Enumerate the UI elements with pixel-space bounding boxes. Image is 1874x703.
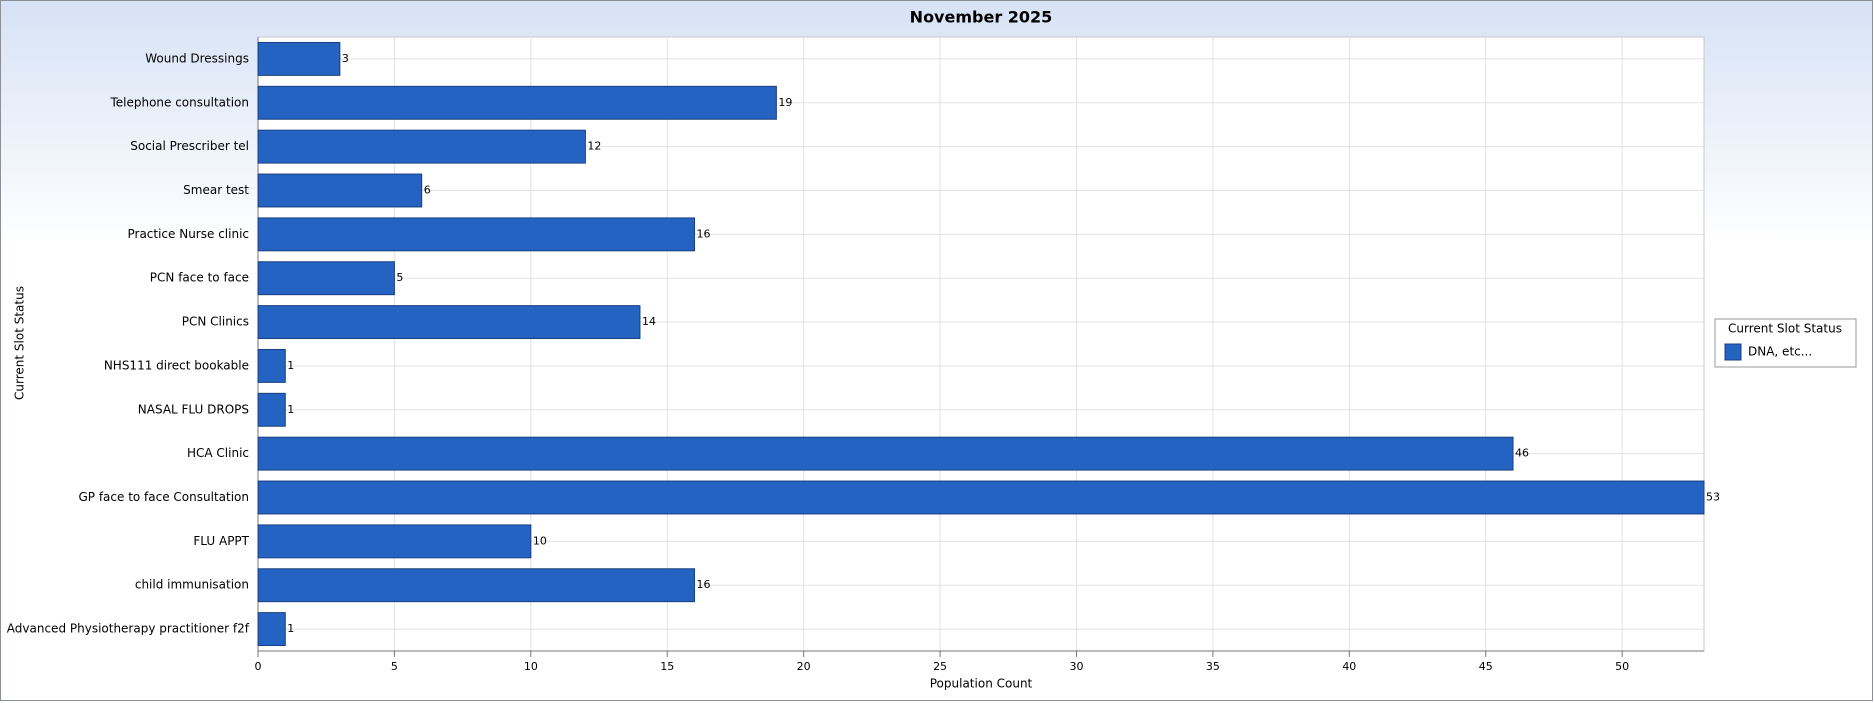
x-tick-label: 0 (255, 660, 262, 673)
y-tick-label: NASAL FLU DROPS (138, 402, 249, 416)
bar (257, 173, 423, 208)
y-axis-label: Current Slot Status (13, 286, 27, 400)
bar (257, 436, 1514, 471)
x-tick-label: 45 (1479, 660, 1493, 673)
x-tick-label: 20 (797, 660, 811, 673)
legend-swatch (1724, 343, 1742, 361)
data-label: 14 (642, 315, 656, 328)
legend-title: Current Slot Status (1728, 322, 1842, 336)
bar (257, 568, 696, 603)
x-tick-label: 15 (660, 660, 674, 673)
y-tick-label: HCA Clinic (187, 446, 249, 460)
x-tick-label: 5 (391, 660, 398, 673)
y-tick-label: FLU APPT (193, 534, 249, 548)
y-tick-label: child immunisation (135, 578, 249, 592)
bar (257, 305, 641, 340)
data-label: 19 (778, 96, 792, 109)
bar (257, 85, 777, 120)
data-label: 16 (697, 578, 711, 591)
data-label: 6 (424, 184, 431, 197)
bar (257, 261, 395, 296)
x-tick-label: 10 (524, 660, 538, 673)
legend-label: DNA, etc... (1748, 345, 1812, 359)
y-tick-label: NHS111 direct bookable (104, 358, 249, 372)
data-label: 10 (533, 534, 547, 547)
chart-title: November 2025 (910, 8, 1053, 27)
y-tick-label: Wound Dressings (145, 51, 249, 65)
x-axis-label: Population Count (930, 677, 1033, 691)
data-label: 53 (1706, 491, 1720, 504)
data-label: 16 (697, 227, 711, 240)
data-label: 1 (287, 403, 294, 416)
x-tick-label: 50 (1615, 660, 1629, 673)
bar (257, 612, 286, 647)
bar (257, 129, 586, 164)
y-tick-label: PCN Clinics (182, 315, 249, 329)
x-tick-label: 40 (1342, 660, 1356, 673)
data-label: 5 (396, 271, 403, 284)
x-tick-label: 25 (933, 660, 947, 673)
y-tick-label: PCN face to face (150, 271, 249, 285)
x-tick-label: 30 (1069, 660, 1083, 673)
data-label: 12 (587, 140, 601, 153)
y-tick-label: Smear test (183, 183, 249, 197)
bar (257, 524, 532, 559)
y-tick-label: Social Prescriber tel (130, 139, 249, 153)
x-tick-label: 35 (1206, 660, 1220, 673)
y-tick-label: Advanced Physiotherapy practitioner f2f (7, 622, 250, 636)
bar (257, 348, 286, 383)
bar (257, 41, 341, 76)
data-label: 1 (287, 359, 294, 372)
bar (257, 392, 286, 427)
data-label: 46 (1515, 447, 1529, 460)
bar (257, 480, 1705, 515)
bar (257, 217, 696, 252)
y-tick-label: GP face to face Consultation (78, 490, 249, 504)
data-label: 3 (342, 52, 349, 65)
data-label: 1 (287, 622, 294, 635)
y-tick-label: Telephone consultation (109, 95, 249, 109)
plot-area (257, 36, 1705, 652)
y-tick-label: Practice Nurse clinic (127, 227, 249, 241)
